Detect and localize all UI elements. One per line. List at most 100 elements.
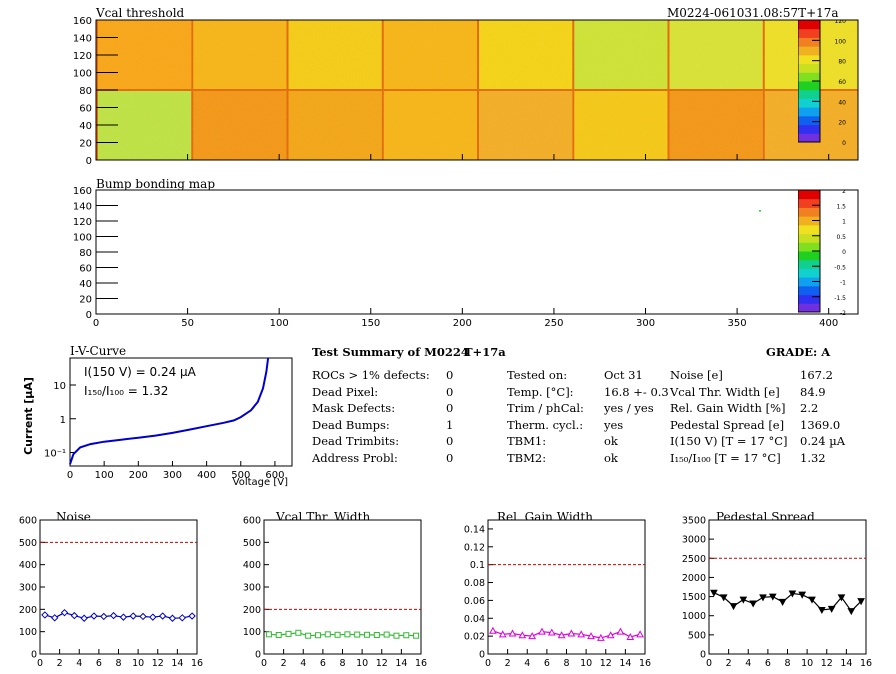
z-tick-label: -0.5 bbox=[834, 264, 846, 271]
data-point bbox=[314, 632, 321, 639]
color-scale-band bbox=[798, 72, 820, 82]
y-tick-label: 500 bbox=[19, 538, 37, 549]
color-scale-band bbox=[798, 107, 820, 117]
y-tick-label: 300 bbox=[243, 583, 261, 594]
defect-label: Dead Pixel: bbox=[312, 384, 379, 399]
test-value: ok bbox=[604, 451, 618, 465]
iv-x-tick-label: 500 bbox=[231, 470, 250, 481]
y-tick-label: 0 bbox=[479, 650, 485, 661]
color-scale-band bbox=[798, 115, 820, 126]
data-point bbox=[139, 612, 147, 621]
x-tick-label: 14 bbox=[619, 658, 631, 669]
y-tick-label: 3500 bbox=[682, 516, 706, 527]
y-tick-label: 1000 bbox=[682, 611, 706, 622]
x-tick-label: 12 bbox=[821, 658, 833, 669]
data-point bbox=[719, 594, 728, 602]
y-tick-label: 20 bbox=[79, 295, 92, 306]
y-tick-label: 120 bbox=[73, 51, 92, 62]
data-point bbox=[759, 594, 767, 602]
test-label: TBM2: bbox=[507, 451, 547, 465]
y-tick-label: 160 bbox=[73, 186, 92, 197]
color-scale-band bbox=[798, 251, 820, 261]
data-point bbox=[837, 594, 846, 602]
z-tick-label: 20 bbox=[838, 120, 846, 127]
color-scale-band bbox=[798, 98, 820, 108]
color-scale-band bbox=[798, 207, 820, 217]
y-tick-label: 140 bbox=[73, 202, 92, 213]
z-tick-label: 0 bbox=[842, 140, 846, 147]
z-tick-label: 1 bbox=[842, 219, 846, 226]
x-tick-label: 8 bbox=[339, 658, 345, 669]
defect-label: Dead Trimbits: bbox=[312, 434, 400, 449]
z-tick-label: 60 bbox=[838, 79, 846, 86]
data-point bbox=[847, 608, 856, 616]
defect-value: 0 bbox=[446, 451, 454, 465]
iv-x-tick-label: 100 bbox=[95, 470, 114, 481]
x-tick-label: 6 bbox=[765, 658, 771, 669]
iv-x-tick-label: 600 bbox=[265, 470, 284, 481]
data-point bbox=[597, 633, 605, 641]
summary-header: Test Summary of M0224 bbox=[312, 345, 469, 359]
x-tick-label: 6 bbox=[544, 658, 550, 669]
x-tick-label: 0 bbox=[485, 658, 491, 669]
x-tick-label: 2 bbox=[726, 658, 732, 669]
result-value: 2.2 bbox=[800, 401, 819, 416]
iv-x-tick-label: 200 bbox=[129, 470, 148, 481]
data-point bbox=[636, 630, 644, 638]
data-point bbox=[567, 629, 576, 637]
x-tick-label: 4 bbox=[745, 658, 751, 669]
data-point bbox=[188, 612, 196, 620]
y-tick-label: 2000 bbox=[682, 573, 706, 584]
iv-xlabel: Voltage [V] bbox=[233, 477, 288, 488]
vcal-mid-edge bbox=[96, 89, 858, 91]
x-tick-label: 4 bbox=[300, 658, 306, 669]
test-label: Therm. cycl.: bbox=[507, 417, 584, 432]
summary-tag: T+17a bbox=[464, 345, 506, 359]
y-tick-label: 100 bbox=[73, 69, 92, 80]
small-plot-gain: 0 0.02 0.04 0.06 0.08 0.1 0.12 0.14 0 2 4 6 8 10 12 14 1… bbox=[464, 519, 651, 669]
data-point bbox=[265, 631, 272, 638]
small-plot-pedestal: 0 500 1000 1500 2000 2500 3000 3500 0 2 4 6 8 10 12 14 1… bbox=[682, 516, 872, 670]
series-line bbox=[492, 630, 641, 639]
test-label: Temp. [°C]: bbox=[507, 384, 574, 399]
series-line bbox=[268, 632, 417, 637]
y-tick-label: 600 bbox=[243, 516, 261, 527]
data-point bbox=[70, 611, 79, 620]
data-point bbox=[354, 631, 361, 638]
x-tick-label: 100 bbox=[270, 318, 289, 329]
data-point bbox=[818, 606, 826, 615]
iv-annotation-1: I(150 V) = 0.24 µA bbox=[84, 365, 197, 379]
x-tick-label: 8 bbox=[784, 658, 790, 669]
data-point bbox=[178, 614, 186, 622]
plot-frame bbox=[39, 519, 198, 655]
x-tick-label: 4 bbox=[76, 658, 82, 669]
result-label: Vcal Thr. Width [e] bbox=[670, 384, 780, 399]
y-tick-label: 0 bbox=[255, 650, 261, 661]
data-point bbox=[305, 632, 312, 639]
data-point bbox=[577, 630, 586, 638]
color-scale-band bbox=[798, 294, 820, 304]
y-tick-label: 0.02 bbox=[464, 632, 485, 643]
x-tick-label: 200 bbox=[453, 318, 472, 329]
bump-color-scale: -2 -1.5 -1 -0.5 0 0.5 1 1.5 2 bbox=[798, 190, 846, 317]
x-tick-label: 300 bbox=[636, 318, 655, 329]
x-tick-label: 2 bbox=[57, 658, 63, 669]
summary-grade: GRADE: A bbox=[766, 345, 831, 359]
color-scale-band bbox=[798, 20, 820, 30]
iv-annotation-2: I₁₅₀/I₁₀₀ = 1.32 bbox=[84, 384, 168, 398]
data-point bbox=[557, 631, 566, 639]
color-scale-band bbox=[798, 216, 820, 226]
result-label: I₁₅₀/I₁₀₀ [T = 17 °C] bbox=[670, 451, 781, 465]
z-tick-label: 0.5 bbox=[836, 234, 846, 241]
defect-value: 0 bbox=[446, 434, 454, 449]
color-scale-band bbox=[798, 37, 820, 47]
color-scale-band bbox=[798, 303, 820, 313]
color-scale-band bbox=[798, 124, 820, 134]
x-tick-label: 2 bbox=[505, 658, 511, 669]
y-tick-label: 0 bbox=[86, 156, 92, 164]
dead-bump-pixel bbox=[759, 210, 761, 212]
color-scale-band bbox=[798, 268, 820, 278]
y-tick-label: 0 bbox=[700, 650, 706, 661]
data-point bbox=[109, 611, 118, 620]
data-point bbox=[344, 631, 351, 638]
